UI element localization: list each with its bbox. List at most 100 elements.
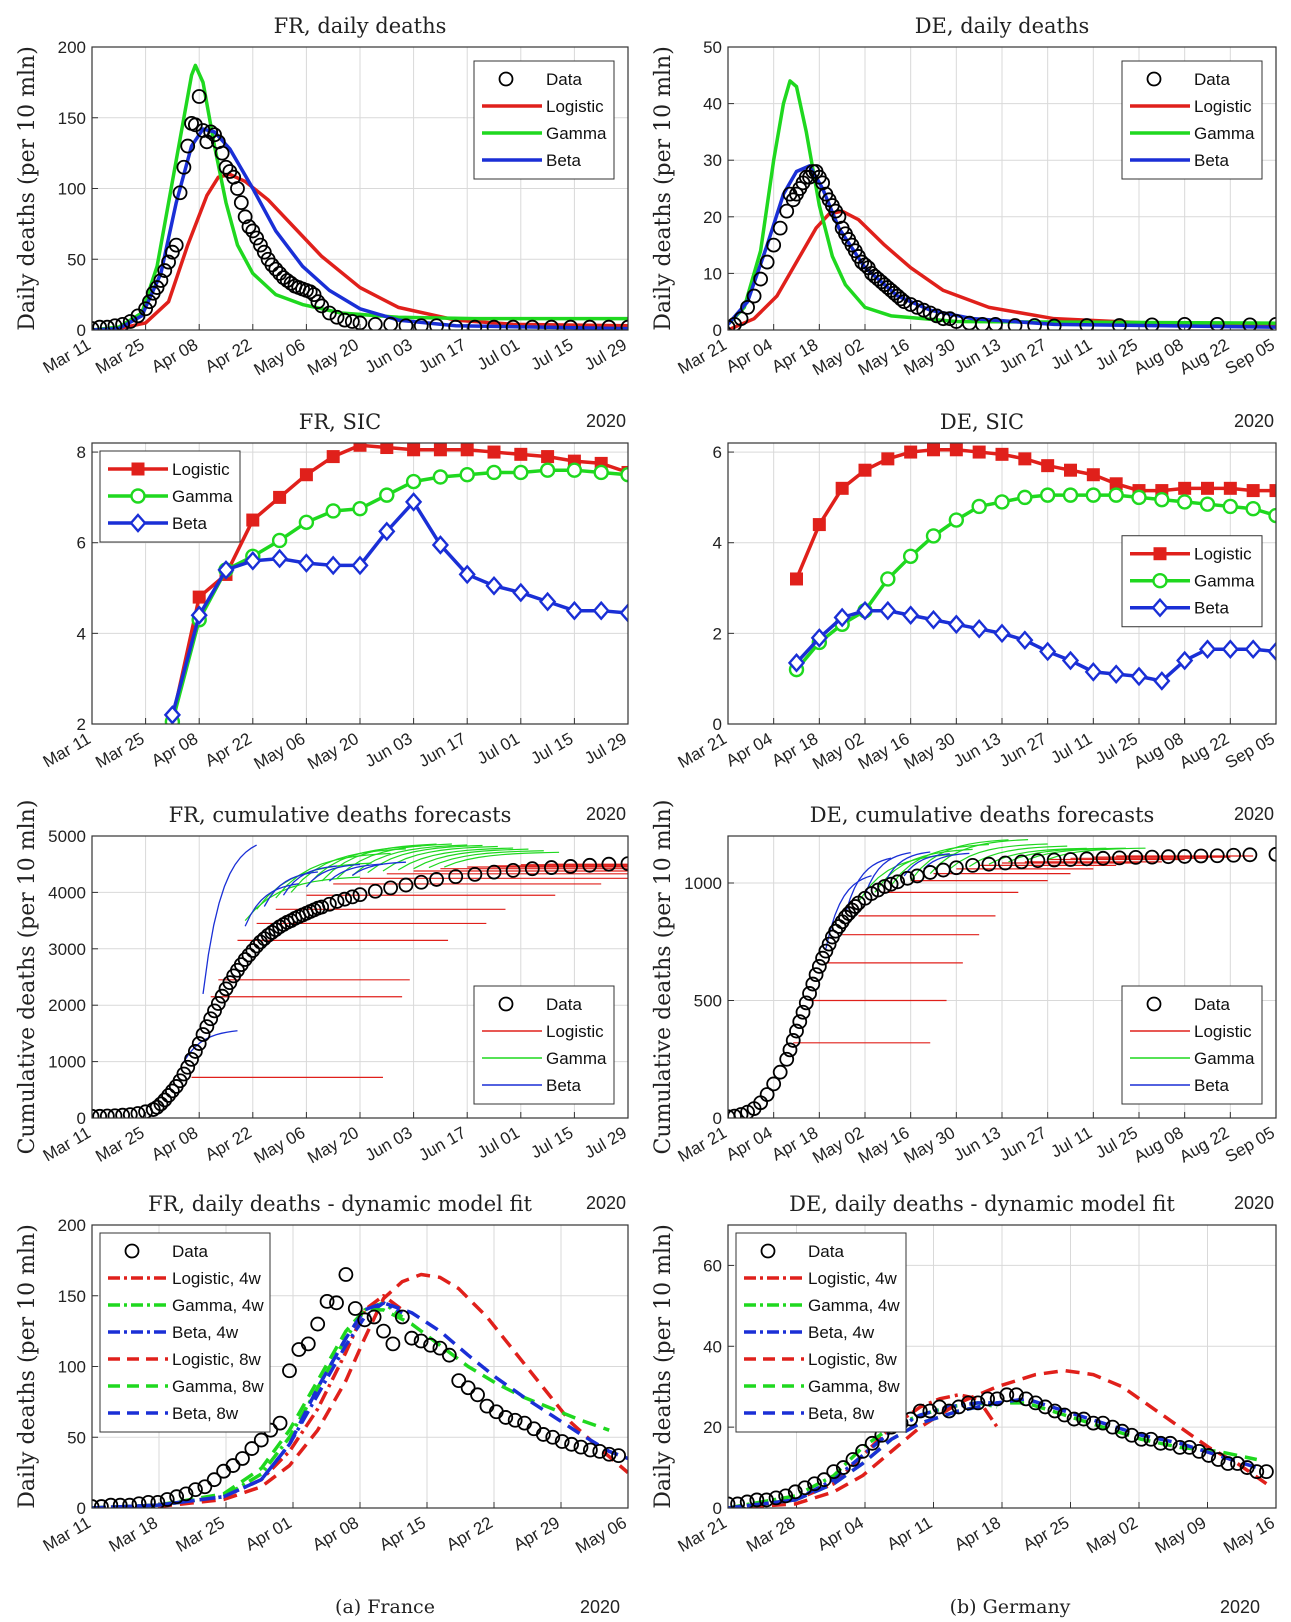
y-tick-label: 2 [713,624,722,643]
marker-logistic [461,444,473,456]
marker-logistic [193,591,205,603]
legend-label: Gamma [1194,1049,1255,1068]
y-tick-label: 3000 [48,940,86,959]
legend: Logistic Gamma Beta [1122,536,1262,627]
marker-gamma [927,529,940,542]
x-tick-label: Jun 17 [415,729,469,771]
legend: DataLogistic, 4wGamma, 4wBeta, 4wLogisti… [100,1233,270,1432]
y-tick-label: 4000 [48,883,86,902]
y-tick-label: 200 [58,38,86,57]
legend-label: Data [1194,70,1230,89]
x-tick-label: Mar 25 [92,335,147,378]
y-tick-label: 500 [694,992,722,1011]
y-tick-label: 150 [58,1287,86,1306]
x-tick-label: Mar 11 [40,729,94,771]
marker-logistic [882,453,894,465]
x-tick-label: Sep 05 [1222,335,1278,378]
legend-label: Gamma, 8w [808,1377,900,1396]
y-axis-label: Daily deaths (per 10 mln) [15,1224,40,1509]
marker-logistic [973,446,985,458]
legend-label: Beta, 4w [808,1323,875,1342]
marker-gamma [1155,493,1168,506]
x-tick-label: Jul 29 [581,729,630,768]
y-axis-label: Cumulative deaths (per 10 mln) [15,800,40,1155]
x-tick-label: May 16 [855,729,913,773]
legend-label: Gamma [172,487,233,506]
legend-swatch-marker [1154,574,1167,587]
x-tick-label: Jun 27 [996,1123,1050,1165]
y-tick-label: 6 [713,443,722,462]
y-tick-label: 5000 [48,827,86,846]
x-tick-label: May 06 [251,335,309,379]
year-label: 2020 [1234,1193,1274,1213]
x-tick-label: Sep 05 [1222,1123,1278,1166]
marker-gamma [1224,500,1237,513]
y-tick-label: 0 [713,1499,722,1518]
y-tick-label: 0 [713,1109,722,1128]
caption-year-right: 2020 [1220,1597,1260,1617]
y-tick-label: 60 [703,1256,722,1275]
chart-title: FR, SIC [299,410,381,434]
marker-logistic [515,448,527,460]
x-tick-label: Jun 27 [996,729,1050,771]
chart-title: FR, cumulative deaths forecasts [169,803,512,827]
marker-logistic [354,439,366,451]
panel-fr-daily: Mar 11Mar 25 Apr 08 Apr 22May 06May 20 Jun … [15,14,635,379]
marker-gamma [1041,489,1054,502]
x-tick-label: May 06 [251,729,309,773]
year-label: 2020 [586,804,626,824]
marker-gamma [273,534,286,547]
x-tick-label: Jun 13 [950,729,1004,771]
marker-gamma [354,502,367,515]
marker-gamma [1133,491,1146,504]
legend-label: Gamma [1194,124,1255,143]
x-tick-label: Aug 08 [1130,335,1186,378]
x-tick-label: Jul 11 [1048,1123,1096,1162]
panel-fr-dyn: Mar 11 Mar 18 Mar 25 Apr 01 Apr 08 Apr 15 Apr … [15,1192,630,1557]
legend-label: Gamma [546,1049,607,1068]
x-tick-label: Aug 08 [1130,729,1186,772]
marker-gamma [300,516,313,529]
y-tick-label: 4 [77,624,86,643]
legend-label: Beta [546,151,582,170]
caption-france: (a) France [335,1596,435,1618]
marker-gamma [568,464,581,477]
legend: DataLogisticGammaBeta [474,986,614,1104]
marker-gamma [1178,495,1191,508]
y-axis-label: Cumulative deaths (per 10 mln) [651,800,676,1155]
legend-label: Beta [546,1076,582,1095]
panel-de-sic: Mar 21Apr 04Apr 18May 02May 16May 30Jun … [675,410,1283,773]
year-label: 2020 [586,411,626,431]
marker-logistic [300,469,312,481]
y-axis-label: Daily deaths (per 10 mln) [651,46,676,331]
x-tick-label: May 20 [304,729,362,773]
x-tick-label: Jul 11 [1048,729,1096,768]
legend-label: Beta, 8w [172,1404,239,1423]
marker-gamma [1087,489,1100,502]
y-tick-label: 30 [703,151,722,170]
x-tick-label: Apr 18 [951,1513,1004,1555]
caption-germany: (b) Germany [950,1596,1071,1618]
legend-label: Beta [1194,151,1230,170]
y-tick-label: 0 [77,1499,86,1518]
x-tick-label: Apr 22 [202,1123,255,1165]
marker-gamma [541,464,554,477]
x-tick-label: May 16 [855,1123,913,1167]
marker-gamma [461,468,474,481]
y-tick-label: 0 [713,321,722,340]
x-tick-label: Aug 22 [1176,729,1232,772]
y-tick-label: 100 [58,1358,86,1377]
legend-box [474,986,614,1104]
legend-label: Logistic [546,97,604,116]
x-tick-label: May 02 [809,335,867,379]
x-tick-label: May 02 [1083,1513,1141,1557]
y-axis-label: Daily deaths (per 10 mln) [651,1224,676,1509]
y-tick-label: 20 [703,1418,722,1437]
year-label: 2020 [1234,411,1274,431]
y-tick-label: 200 [58,1216,86,1235]
legend-label: Beta [172,514,208,533]
legend-label: Logistic [546,1022,604,1041]
x-tick-label: Jun 03 [362,1123,416,1165]
marker-logistic [1247,485,1259,497]
